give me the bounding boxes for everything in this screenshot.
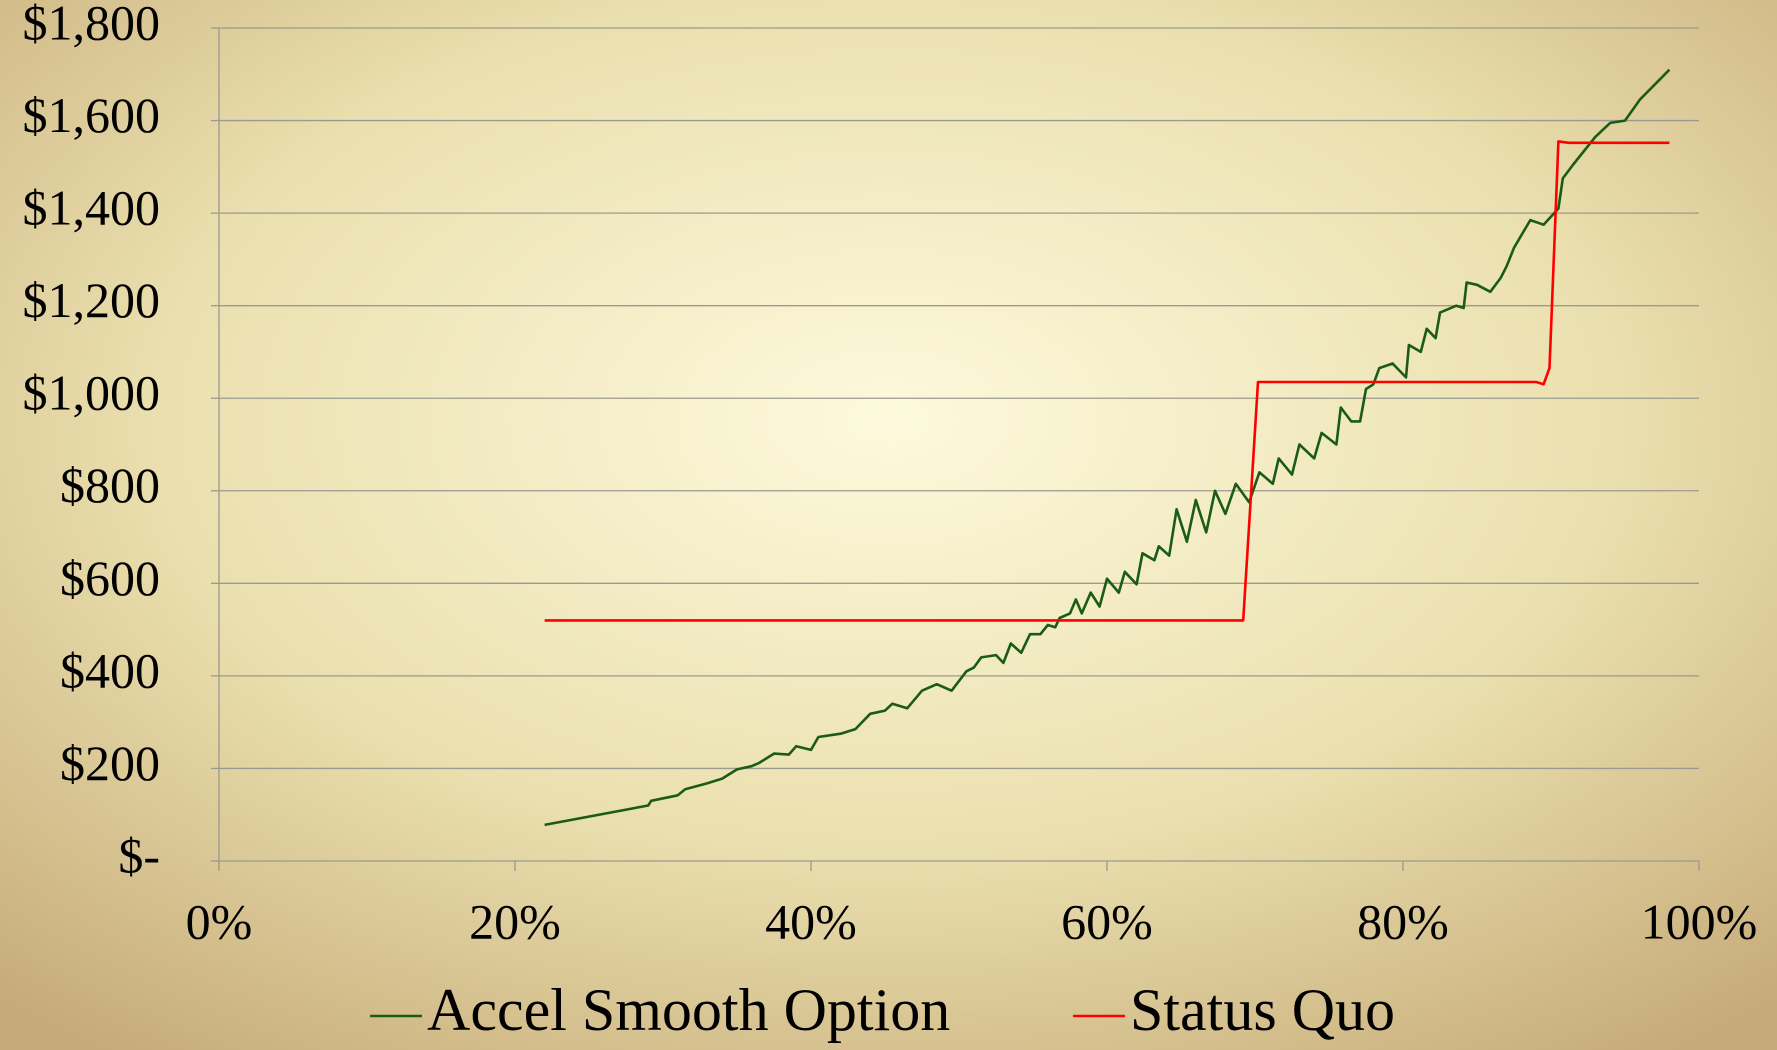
line-series (544, 68, 1671, 827)
legend-label: Status Quo (1130, 977, 1395, 1043)
y-tick-label: $- (118, 827, 160, 883)
y-tick-label: $1,000 (23, 365, 161, 421)
y-tick-label: $1,600 (23, 87, 161, 143)
x-tick-label: 0% (186, 893, 253, 949)
y-tick-label: $1,200 (23, 272, 161, 328)
x-tick-label: 80% (1357, 893, 1449, 949)
y-tick-label: $800 (60, 457, 160, 513)
x-tick-label: 100% (1641, 893, 1758, 949)
x-tick-label: 40% (765, 893, 857, 949)
y-tick-label: $600 (60, 550, 160, 606)
x-tick-label: 60% (1061, 893, 1153, 949)
legend-label: Accel Smooth Option (427, 977, 950, 1043)
y-tick-label: $1,800 (23, 0, 161, 50)
line-series (544, 140, 1670, 622)
y-tick-label: $1,400 (23, 180, 161, 236)
y-tick-label: $200 (60, 735, 160, 791)
x-tick-label: 20% (469, 893, 561, 949)
y-tick-label: $400 (60, 642, 160, 698)
